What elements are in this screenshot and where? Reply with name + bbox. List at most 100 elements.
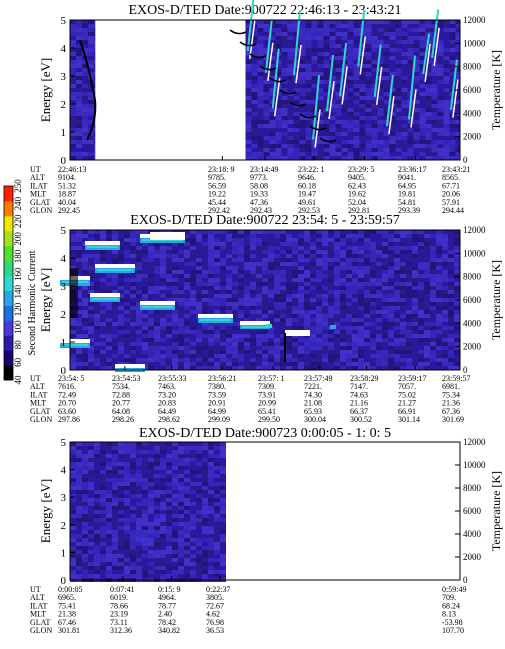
colorbar-tick-label: 60 xyxy=(13,357,23,367)
row-label-ut: UT xyxy=(30,374,41,383)
y2-tick-label: 8000 xyxy=(463,62,482,72)
y-tick-label: 0 xyxy=(61,365,67,377)
cell-glat: 65.41 xyxy=(258,407,276,416)
row-label-glon: GLON xyxy=(30,415,52,424)
cell-alt: 7380. xyxy=(208,382,226,391)
y2-tick-label: 8000 xyxy=(463,483,482,493)
cell-glon: 298.62 xyxy=(158,415,180,424)
colorbar-swatch xyxy=(4,230,13,247)
cell-alt: 9646. xyxy=(298,173,316,182)
colorbar-swatch xyxy=(4,365,13,381)
colorbar-tick-label: 100 xyxy=(13,320,23,334)
cell-glat: 67.46 xyxy=(58,618,76,627)
colorbar-swatch xyxy=(4,245,13,262)
cell-glat: 54.81 xyxy=(398,198,416,207)
colorbar-swatch xyxy=(4,200,13,217)
cell-glat: 64.99 xyxy=(208,407,226,416)
cell-glat: 64.49 xyxy=(158,407,176,416)
colorbar-tick-label: 240 xyxy=(13,196,23,210)
y2-tick-label: 4000 xyxy=(463,108,482,118)
cell-glon: 298.26 xyxy=(112,415,134,424)
cell-alt: 7057. xyxy=(398,382,416,391)
cell-glat: 78.42 xyxy=(158,618,176,627)
cell-alt: 6019. xyxy=(110,593,128,602)
y2-tick-label: 8000 xyxy=(463,272,482,282)
cell-alt: 4964. xyxy=(158,593,176,602)
y-tick-label: 1 xyxy=(61,127,67,139)
cell-ilat: 78.66 xyxy=(110,601,128,610)
cell-mlt: 19.47 xyxy=(298,190,316,199)
y-tick-label: 5 xyxy=(61,225,67,237)
y-tick-label: 3 xyxy=(61,492,67,504)
cell-mlt: 19.62 xyxy=(348,190,366,199)
cell-glat: 57.91 xyxy=(442,198,460,207)
cell-ut: 23:14:49 xyxy=(250,165,278,174)
y-tick-label: 4 xyxy=(61,43,67,55)
row-label-ut: UT xyxy=(30,585,41,594)
cell-ilat: 64.95 xyxy=(398,181,416,190)
y-tick-label: 4 xyxy=(61,253,67,265)
colorbar-tick-label: 160 xyxy=(13,267,23,281)
coverage-region xyxy=(70,230,460,370)
row-label-ilat: ILAT xyxy=(30,390,47,399)
cell-mlt: 8.13 xyxy=(442,610,456,619)
y-tick-label: 1 xyxy=(61,547,67,559)
colorbar-tick-label: 120 xyxy=(13,302,23,316)
cell-ilat: 73.91 xyxy=(258,390,276,399)
colorbar-swatch xyxy=(4,350,13,366)
cell-glat: 73.11 xyxy=(110,618,128,627)
colorbar-tick-label: 200 xyxy=(13,232,23,246)
cell-mlt: 19.33 xyxy=(250,190,268,199)
cell-ilat: 74.63 xyxy=(350,390,368,399)
cell-glat: 67.36 xyxy=(442,407,460,416)
cell-glat: -53.98 xyxy=(442,618,463,627)
colorbar-tick-label: 220 xyxy=(13,214,23,228)
panel-title: EXOS-D/TED Date:900722 22:46:13 - 23:43:… xyxy=(129,3,402,18)
y2-tick-label: 0 xyxy=(463,365,468,375)
row-label-mlt: MLT xyxy=(30,190,46,199)
cell-alt: 8565. xyxy=(442,173,460,182)
cell-ut: 0:00:05 xyxy=(58,585,82,594)
colorbar-swatch xyxy=(4,215,13,232)
y2-tick-label: 4000 xyxy=(463,529,482,539)
cell-ut: 0:22:37 xyxy=(206,585,230,594)
cell-alt: 9773. xyxy=(250,173,268,182)
cell-ilat: 75.41 xyxy=(58,601,76,610)
colorbar-tick-label: 40 xyxy=(13,375,23,385)
cell-alt: 6981. xyxy=(442,382,460,391)
cell-alt: 7463. xyxy=(158,382,176,391)
cell-glon: 301.69 xyxy=(442,415,464,424)
colorbar-tick-label: 250 xyxy=(13,179,23,193)
cell-glat: 47.36 xyxy=(250,198,268,207)
cell-mlt: 19.22 xyxy=(208,190,226,199)
cell-mlt: 21.08 xyxy=(304,399,322,408)
panel-title: EXOS-D/TED Date:900723 0:00:05 - 1: 0: 5 xyxy=(139,426,391,441)
cell-ut: 23:56:21 xyxy=(208,374,236,383)
cell-glon: 107.70 xyxy=(442,626,464,635)
cell-ut: 23:22: 1 xyxy=(298,165,324,174)
cell-glat: 63.60 xyxy=(58,407,76,416)
colorbar-swatch xyxy=(4,305,13,321)
cell-mlt: 21.36 xyxy=(442,399,460,408)
cell-ilat: 78.77 xyxy=(158,601,176,610)
y2-tick-label: 12000 xyxy=(463,437,486,447)
cell-glon: 299.50 xyxy=(258,415,280,424)
cell-glon: 301.14 xyxy=(398,415,420,424)
y2-tick-label: 2000 xyxy=(463,132,482,142)
cell-ut: 23:57: 1 xyxy=(258,374,284,383)
cell-glon: 292.42 xyxy=(208,206,230,215)
cell-glat: 66.91 xyxy=(398,407,416,416)
cell-ut: 23:29: 5 xyxy=(348,165,374,174)
cell-ut: 23:36:17 xyxy=(398,165,426,174)
colorbar-swatch xyxy=(4,335,13,351)
cell-glat: 64.08 xyxy=(112,407,130,416)
y-tick-label: 0 xyxy=(61,155,67,167)
y-tick-label: 4 xyxy=(61,465,67,477)
cell-mlt: 20.91 xyxy=(208,399,226,408)
cell-ut: 23:59:57 xyxy=(442,374,470,383)
cell-mlt: 2.40 xyxy=(158,610,172,619)
colorbar-swatch xyxy=(4,186,13,202)
cell-alt: 7147. xyxy=(350,382,368,391)
